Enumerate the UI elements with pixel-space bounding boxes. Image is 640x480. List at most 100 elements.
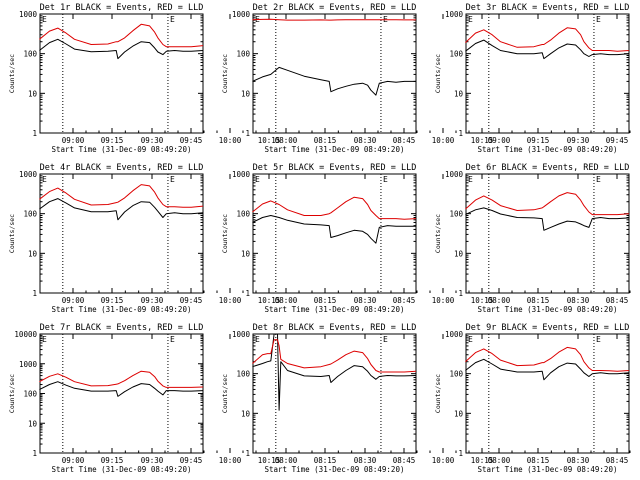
panel-title: Det 2r BLACK = Events, RED = LLD: [253, 3, 417, 13]
events-series-line: [39, 198, 204, 221]
flag-marker: E: [383, 335, 388, 344]
plot-frame: [465, 13, 630, 134]
x-tick-label: 08:45: [393, 456, 416, 465]
y-tick-label: 10000: [14, 330, 37, 339]
x-tick-label: 09:30: [141, 456, 164, 465]
x-tick-label: 08:15: [314, 296, 337, 305]
x-tick-label: 09:00: [62, 136, 85, 145]
panel-2: Det 2r BLACK = Events, RED = LLD11010010…: [221, 3, 493, 154]
y-tick-label: 10: [454, 89, 464, 98]
x-tick-label: 10:15: [258, 136, 281, 145]
y-tick-label: 1: [458, 449, 463, 458]
flag-marker: E: [596, 175, 601, 184]
events-series-line: [39, 381, 204, 397]
panel-9: Det 9r BLACK = Events, RED = LLD 1 10 100 10…: [434, 323, 631, 474]
x-tick-label: 09:30: [141, 296, 164, 305]
panel-8: Det 8r BLACK = Events, RED = LLD11010010…: [221, 323, 493, 474]
y-axis-label: Counts/sec: [8, 214, 16, 253]
y-tick-label: 10: [241, 409, 251, 418]
flag-marker: E: [42, 335, 47, 344]
y-tick-label: 1: [32, 129, 37, 138]
plot-frame: [465, 333, 630, 454]
y-tick-label: 1: [458, 129, 463, 138]
x-tick-label: 08:45: [606, 456, 629, 465]
x-tick-label: 10:15: [471, 136, 494, 145]
x-tick-label: 10:00: [432, 296, 455, 305]
x-tick-label: 09:00: [62, 456, 85, 465]
y-tick-label: 1000: [19, 170, 38, 179]
y-tick-label: 10: [241, 249, 251, 258]
flag-marker: E: [383, 175, 388, 184]
x-tick-label: 09:30: [141, 136, 164, 145]
x-tick-label: 10:00: [219, 296, 242, 305]
x-tick-label: 10:15: [258, 456, 281, 465]
flag-marker: E: [42, 175, 47, 184]
panel-title: Det 4r BLACK = Events, RED = LLD: [40, 163, 204, 173]
lld-series-line: [465, 346, 630, 372]
events-series-line: [39, 38, 204, 60]
x-tick-label: 08:45: [606, 296, 629, 305]
y-tick-label: 10: [454, 409, 464, 418]
x-tick-label: 09:00: [62, 296, 85, 305]
x-tick-label: 09:15: [101, 136, 124, 145]
plot-frame: [252, 333, 417, 454]
x-tick-label: 08:30: [567, 456, 590, 465]
x-tick-label: 08:30: [354, 136, 377, 145]
panel-title: Det 3r BLACK = Events, RED = LLD: [466, 3, 630, 13]
x-tick-label: 09:15: [527, 136, 550, 145]
lld-series-line: [39, 184, 204, 208]
x-axis-label: Start Time (31-Dec-09 08:49:20): [52, 305, 192, 314]
y-tick-label: 1000: [19, 360, 38, 369]
y-tick-label: 100: [236, 50, 250, 59]
y-axis-label: Counts/sec: [8, 374, 16, 413]
y-tick-label: 100: [449, 210, 463, 219]
lld-series-line: [465, 27, 630, 52]
x-tick-label: 08:30: [354, 456, 377, 465]
x-tick-label: 08:00: [488, 296, 511, 305]
x-tick-label: 09:45: [180, 296, 203, 305]
flag-marker: E: [170, 175, 175, 184]
y-axis-label: Counts/sec: [221, 214, 229, 253]
events-series-line: [465, 207, 630, 231]
y-tick-label: 10: [28, 419, 38, 428]
x-axis-label: Start Time (31-Dec-09 08:49:20): [265, 465, 405, 474]
x-axis-label: Start Time (31-Dec-09 08:49:20): [478, 145, 618, 154]
y-tick-label: 100: [449, 370, 463, 379]
y-axis-label: Counts/sec: [434, 374, 442, 413]
x-tick-label: 09:45: [180, 456, 203, 465]
x-tick-label: 08:45: [393, 296, 416, 305]
y-tick-label: 1000: [232, 170, 251, 179]
panel-title: Det 6r BLACK = Events, RED = LLD: [466, 163, 630, 173]
x-tick-label: 10:00: [219, 136, 242, 145]
panel-5: Det 5r BLACK = Events, RED = LLD 1 10 100 10…: [221, 163, 493, 314]
y-tick-label: 100: [23, 390, 37, 399]
x-tick-label: 08:00: [275, 456, 298, 465]
flag-marker: E: [468, 175, 473, 184]
lld-series-line: [39, 370, 204, 388]
flag-marker: E: [170, 335, 175, 344]
y-tick-label: 10: [241, 89, 251, 98]
panel-title: Det 9r BLACK = Events, RED = LLD: [466, 323, 630, 333]
x-axis-label: Start Time (31-Dec-09 08:49:20): [478, 465, 618, 474]
panel-title: Det 5r BLACK = Events, RED = LLD: [253, 163, 417, 173]
flag-marker: E: [468, 335, 473, 344]
x-axis-label: Start Time (31-Dec-09 08:49:20): [52, 145, 192, 154]
y-tick-label: 100: [236, 210, 250, 219]
panel-title: Det 7r BLACK = Events, RED = LLD: [40, 323, 204, 333]
y-tick-label: 100: [236, 370, 250, 379]
x-axis-label: Start Time (31-Dec-09 08:49:20): [52, 465, 192, 474]
y-axis-label: Counts/sec: [434, 214, 442, 253]
events-series-line: [465, 39, 630, 60]
y-tick-label: 1: [245, 129, 250, 138]
y-tick-label: 1: [245, 289, 250, 298]
x-tick-label: 10:15: [471, 296, 494, 305]
lld-series-line: [465, 192, 630, 216]
x-tick-label: 10:00: [219, 456, 242, 465]
y-tick-label: 1: [32, 449, 37, 458]
events-series-line: [252, 333, 417, 411]
y-tick-label: 10: [28, 89, 38, 98]
x-tick-label: 08:00: [275, 136, 298, 145]
x-tick-label: 10:15: [471, 456, 494, 465]
flag-marker: E: [468, 15, 473, 24]
x-tick-label: 09:45: [180, 136, 203, 145]
